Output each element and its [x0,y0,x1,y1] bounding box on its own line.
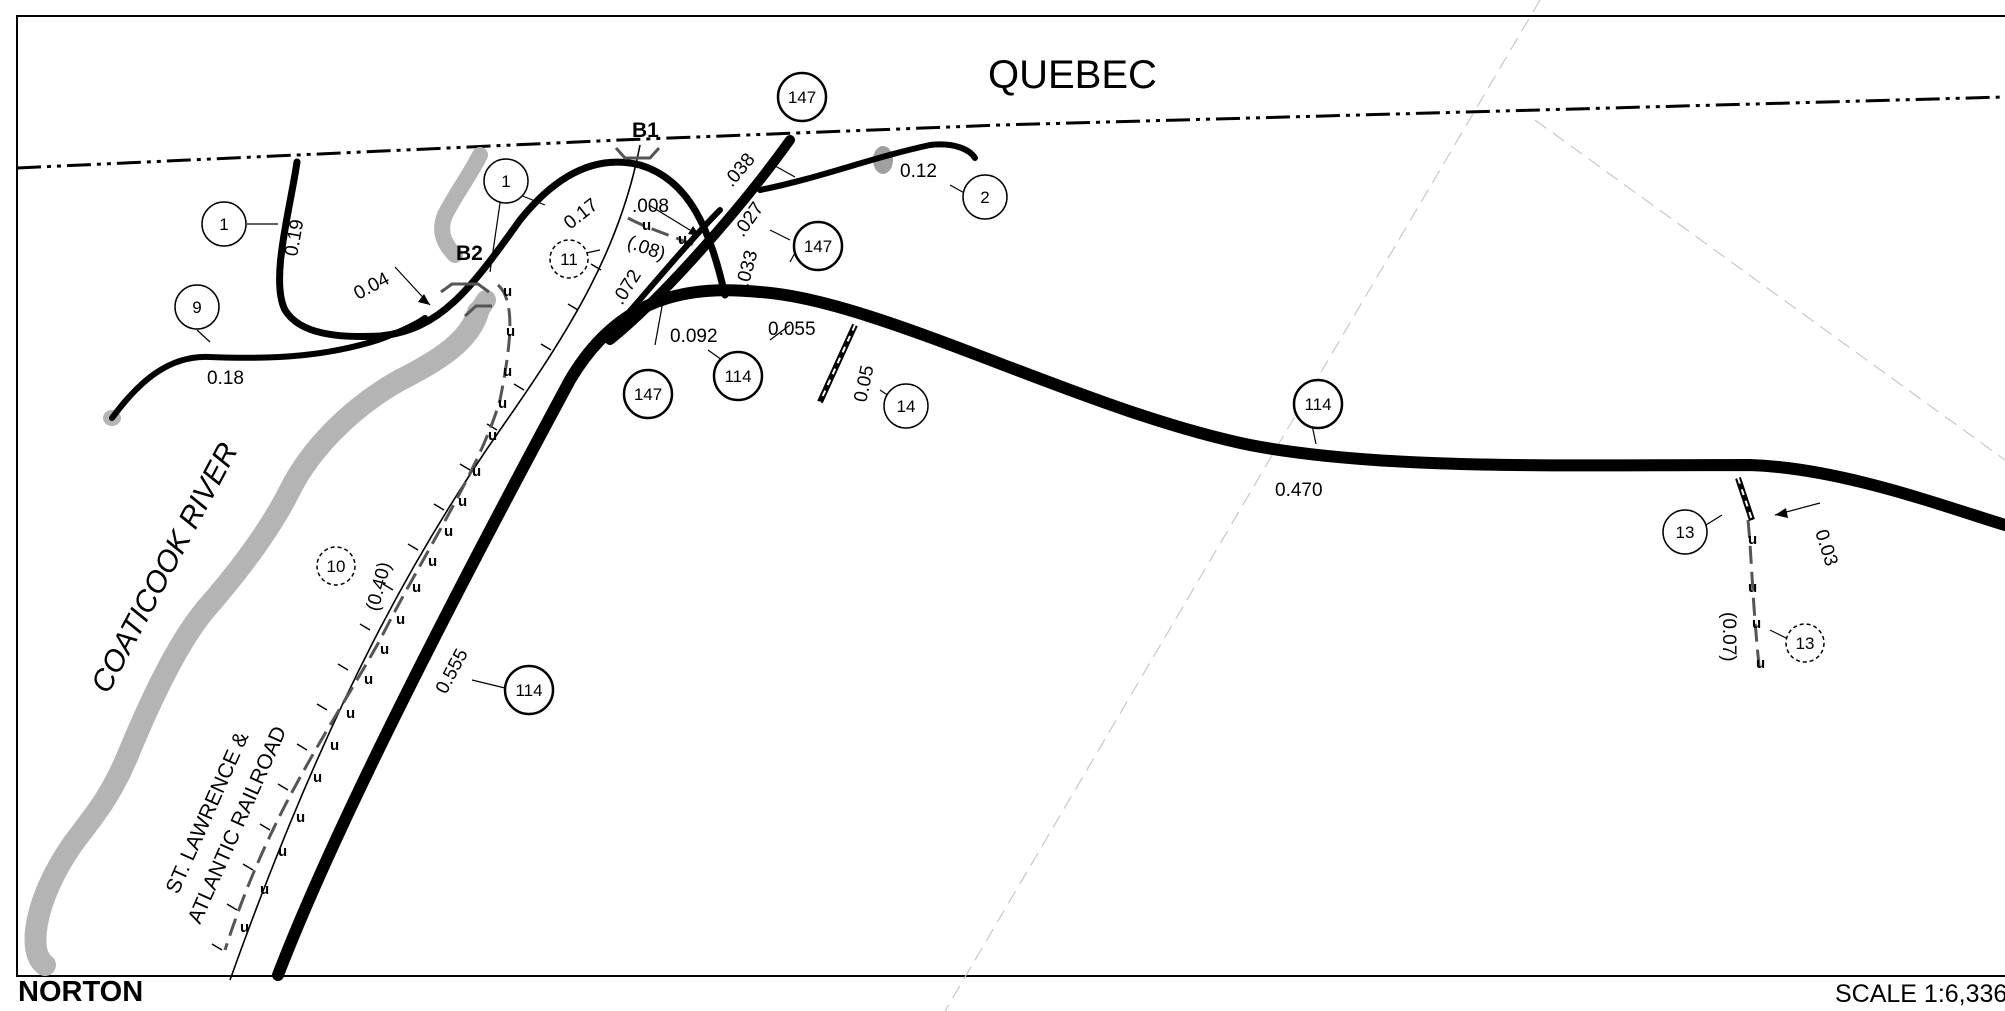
region-label: QUEBEC [988,53,1157,97]
route-marker-1-left [201,201,247,247]
bridge-symbols [440,146,661,318]
svg-text:(0.40): (0.40) [363,560,396,613]
route-marker-114-a [712,350,764,402]
svg-text:u: u [1756,655,1765,672]
route-marker-114-c [1292,378,1344,430]
svg-text:147: 147 [788,88,816,107]
map-scale: SCALE 1:6,336 [1835,980,2005,1008]
svg-text:10: 10 [327,557,346,576]
leader-lines [196,161,1821,689]
international-border [16,95,2005,170]
svg-text:1: 1 [501,172,510,191]
svg-text:13: 13 [1796,634,1815,653]
route-marker-13 [1662,509,1708,555]
route-marker-147-low [622,368,674,420]
svg-text:u: u [296,809,305,826]
svg-text:0.03: 0.03 [1810,527,1841,569]
bridge-b1: B1 [632,119,659,142]
svg-text:u: u [278,843,287,860]
svg-text:0.055: 0.055 [768,319,816,340]
svg-text:u: u [396,611,405,628]
svg-text:u: u [364,671,373,688]
svg-text:9: 9 [192,298,201,317]
svg-text:1: 1 [219,215,228,234]
svg-text:u: u [498,395,507,412]
railroad-ties [211,263,602,951]
town-name: NORTON [18,976,144,1008]
svg-text:0.05: 0.05 [850,363,878,404]
svg-text:.033: .033 [733,248,763,289]
route-marker-114-b [503,664,555,716]
svg-text:0.04: 0.04 [350,268,393,304]
svg-text:u: u [444,523,453,540]
dashed-marker-10 [316,546,356,586]
svg-text:u: u [642,217,651,234]
road-9 [109,315,428,421]
svg-text:u: u [346,705,355,722]
svg-text:u: u [260,881,269,898]
route-147 [605,135,795,345]
svg-text:0.092: 0.092 [670,326,718,347]
svg-text:0.18: 0.18 [207,368,244,389]
unmaintained-roads [223,216,1762,951]
svg-text:u: u [1748,579,1757,596]
svg-text:114: 114 [724,367,751,386]
route-marker-147-top [776,71,828,123]
svg-text:0.470: 0.470 [1275,480,1323,501]
route-marker-labels: 1 1 9 2 147 147 147 114 114 114 14 13 11… [192,88,1814,700]
svg-text:(.08): (.08) [624,232,668,265]
roads [109,135,2005,981]
svg-text:u: u [313,769,322,786]
route-147-spur [602,207,723,343]
svg-text:u: u [412,579,421,596]
svg-text:u: u [506,323,515,340]
svg-text:0.12: 0.12 [900,161,937,182]
svg-text:u: u [1748,531,1757,548]
svg-text:147: 147 [634,385,662,404]
railroad-track [229,144,641,981]
svg-text:13: 13 [1676,523,1695,542]
leader-arrows [418,226,1788,518]
svg-text:0.17: 0.17 [560,195,602,234]
svg-text:u: u [458,493,467,510]
road-1-loop [276,158,729,340]
svg-text:u: u [678,231,687,248]
svg-text:114: 114 [515,681,542,700]
svg-text:11: 11 [560,250,578,269]
svg-text:u: u [503,363,512,380]
svg-text:u: u [330,737,339,754]
road-2 [757,141,978,193]
route-marker-9 [174,284,220,330]
bridge-b2: B2 [456,242,483,265]
svg-text:2: 2 [980,188,989,207]
svg-text:u: u [380,641,389,658]
route-markers [174,71,1708,716]
svg-text:.008: .008 [632,196,669,217]
route-marker-1-center [483,158,529,204]
svg-text:114: 114 [1304,395,1331,414]
dashed-marker-11 [549,239,589,279]
svg-text:u: u [488,427,497,444]
route-114-main [272,284,2005,981]
svg-text:u: u [503,283,512,300]
dashed-route-markers [316,239,1825,663]
svg-text:(0.07): (0.07) [1718,612,1739,662]
route-marker-147-mid [792,220,844,272]
svg-text:14: 14 [897,397,916,416]
route-marker-14 [883,383,929,429]
svg-text:147: 147 [804,237,832,256]
svg-text:u: u [1752,615,1761,632]
guide-lines [944,0,2005,1011]
map-frame [16,15,2005,977]
road-stubs [817,323,1755,521]
dashed-marker-13 [1785,623,1825,663]
svg-text:u: u [428,553,437,570]
svg-text:u: u [472,463,481,480]
svg-text:0.555: 0.555 [432,646,473,698]
svg-text:u: u [240,919,249,936]
route-marker-2 [962,174,1008,220]
